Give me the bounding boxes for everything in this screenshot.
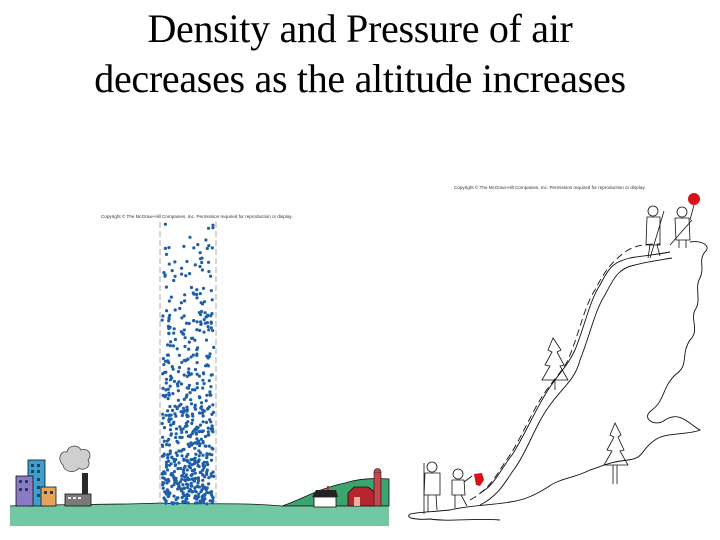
balloon-top: [688, 193, 700, 205]
title-line-2: decreases as the altitude increases: [94, 56, 626, 101]
tree-upper: [541, 337, 569, 390]
trail: [479, 251, 671, 494]
factory-with-smoke: [59, 445, 92, 507]
silo: [373, 468, 382, 507]
balloon-bottom: [474, 473, 484, 486]
ground: [10, 503, 389, 526]
house: [312, 486, 338, 508]
tree-lower: [603, 422, 629, 484]
title-line-1: Density and Pressure of air: [147, 6, 573, 51]
mountain-outline: [408, 241, 708, 521]
air-molecule-dots: [160, 222, 216, 506]
climbers-top: [645, 204, 695, 259]
city-buildings: [15, 459, 57, 507]
right-copyright-text: Copyright © The McGraw-Hill Companies, I…: [454, 185, 646, 190]
slide-title: Density and Pressure of air decreases as…: [0, 4, 720, 104]
air-column: [159, 222, 217, 506]
left-copyright-text: Copyright © The McGraw-Hill Companies, I…: [101, 214, 293, 219]
climbers-bottom: [423, 461, 473, 514]
